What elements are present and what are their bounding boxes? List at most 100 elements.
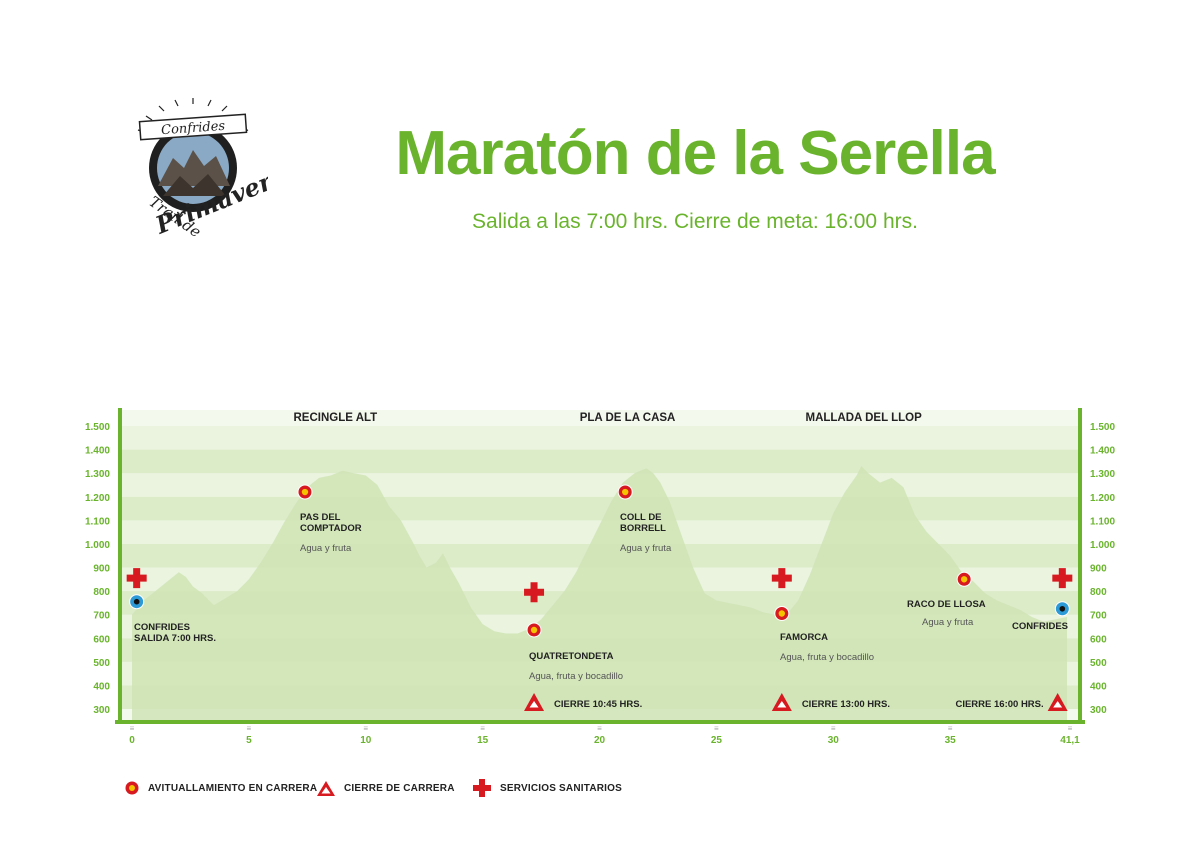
x-tick-label: 20 (594, 735, 606, 746)
y-tick-label-left: 300 (93, 705, 110, 716)
point-note: Agua y fruta (300, 543, 352, 554)
point-label: CONFRIDES (134, 622, 190, 633)
x-tick-mark: ≡ (831, 724, 836, 733)
grid-band (122, 426, 1078, 450)
cutoff-label: CIERRE 13:00 HRS. (802, 699, 890, 710)
x-tick-mark: ≡ (363, 724, 368, 733)
y-tick-label-left: 1.200 (85, 493, 110, 504)
legend-label-medical: SERVICIOS SANITARIOS (500, 782, 622, 794)
y-tick-label-right: 1.500 (1090, 422, 1115, 433)
point-note: Agua y fruta (620, 543, 672, 554)
logo-banner (138, 113, 248, 141)
x-axis (115, 720, 1085, 724)
x-tick-mark: ≡ (1068, 724, 1073, 733)
y-tick-label-left: 1.000 (85, 540, 110, 551)
y-tick-label-left: 500 (93, 658, 110, 669)
legend-item-aid: AVITUALLAMIENTO EN CARRERA (124, 776, 317, 800)
y-tick-label-right: 500 (1090, 658, 1107, 669)
grid-band (122, 449, 1078, 474)
x-tick-label: 15 (477, 735, 489, 746)
y-tick-label-right: 1.300 (1090, 469, 1115, 480)
peak-label: MALLADA DEL LLOP (805, 412, 922, 424)
y-tick-label-left: 800 (93, 587, 110, 598)
y-tick-label-right: 800 (1090, 587, 1107, 598)
point-label: SALIDA 7:00 HRS. (134, 633, 216, 644)
medical-cross-icon (126, 574, 147, 582)
x-tick-label: 30 (828, 735, 840, 746)
x-tick-label: 35 (945, 735, 957, 746)
y-tick-label-right: 900 (1090, 564, 1107, 575)
x-tick-mark: ≡ (597, 724, 602, 733)
marker-icon-center (1059, 605, 1066, 612)
y-tick-label-right: 300 (1090, 705, 1107, 716)
medical-cross-icon (771, 574, 792, 582)
point-label: RACO DE LLOSA (907, 599, 986, 610)
point-label: CONFRIDES (1012, 621, 1068, 632)
x-tick-mark: ≡ (714, 724, 719, 733)
legend-label-cutoff: CIERRE DE CARRERA (344, 782, 455, 794)
y-tick-label-right: 700 (1090, 611, 1107, 622)
grid-band (122, 496, 1078, 521)
y-tick-label-right: 1.100 (1090, 516, 1115, 527)
point-label: QUATRETONDETA (529, 651, 614, 662)
x-tick-mark: ≡ (480, 724, 485, 733)
trail-logo: Confrides Trail de Primavera (137, 98, 268, 241)
y-axis-right (1078, 408, 1082, 722)
x-tick-mark: ≡ (130, 724, 135, 733)
legend-label-aid: AVITUALLAMIENTO EN CARRERA (148, 782, 318, 794)
point-label: FAMORCA (780, 632, 828, 643)
x-tick-label: 10 (360, 735, 372, 746)
x-tick-label: 5 (246, 735, 252, 746)
aid-station-icon-center (622, 488, 629, 496)
point-note: Agua, fruta y bocadillo (780, 652, 874, 663)
y-tick-label-right: 1.400 (1090, 446, 1115, 457)
grid-band (122, 473, 1078, 497)
y-tick-label-left: 1.400 (85, 446, 110, 457)
cutoff-triangle-icon (317, 781, 335, 796)
aid-station-icon-center (301, 488, 309, 496)
peak-label: PLA DE LA CASA (580, 412, 676, 424)
y-tick-label-right: 1.200 (1090, 493, 1115, 504)
page-subtitle: Salida a las 7:00 hrs. Cierre de meta: 1… (472, 210, 918, 233)
cutoff-triangle-inner (529, 701, 539, 708)
y-tick-label-left: 700 (93, 611, 110, 622)
medical-cross-icon (524, 588, 545, 596)
legend-item-cutoff: CIERRE DE CARRERA (316, 776, 455, 800)
x-tick-label: 25 (711, 735, 723, 746)
point-note: Agua y fruta (922, 617, 974, 628)
cutoff-label: CIERRE 16:00 HRS. (955, 699, 1043, 710)
aid-station-icon-center (960, 576, 968, 583)
x-tick-label: 41,1 (1060, 735, 1080, 746)
cutoff-label: CIERRE 10:45 HRS. (554, 699, 642, 710)
point-label: COLL DE (620, 512, 662, 523)
x-tick-mark: ≡ (948, 724, 953, 733)
y-axis-left (118, 408, 122, 722)
y-tick-label-left: 1.500 (85, 422, 110, 433)
chart-legend: AVITUALLAMIENTO EN CARRERA CIERRE DE CAR… (120, 776, 820, 800)
y-tick-label-right: 400 (1090, 681, 1107, 692)
y-tick-label-right: 600 (1090, 634, 1107, 645)
point-label: PAS DEL (300, 512, 341, 523)
marker-icon-center (133, 598, 140, 605)
page-title: Maratón de la Serella (395, 119, 995, 188)
point-label: BORRELL (620, 523, 666, 534)
y-tick-label-left: 900 (93, 564, 110, 575)
y-tick-label-left: 1.300 (85, 469, 110, 480)
aid-station-icon-center (530, 626, 538, 634)
medical-cross-icon (473, 779, 491, 797)
y-tick-label-left: 1.100 (85, 516, 110, 527)
y-tick-label-left: 600 (93, 634, 110, 645)
peak-label: RECINGLE ALT (294, 412, 378, 424)
medical-cross-icon (1052, 574, 1073, 582)
x-tick-label: 0 (129, 735, 135, 746)
aid-station-icon (125, 781, 139, 795)
logo-top-text: Confrides (161, 119, 226, 138)
y-tick-label-left: 400 (93, 681, 110, 692)
y-tick-label-right: 1.000 (1090, 540, 1115, 551)
elevation-profile-area (132, 466, 1067, 720)
point-label: COMPTADOR (300, 523, 362, 534)
point-note: Agua, fruta y bocadillo (529, 671, 623, 682)
legend-item-medical: SERVICIOS SANITARIOS (472, 776, 622, 800)
aid-station-icon-center (778, 610, 786, 617)
